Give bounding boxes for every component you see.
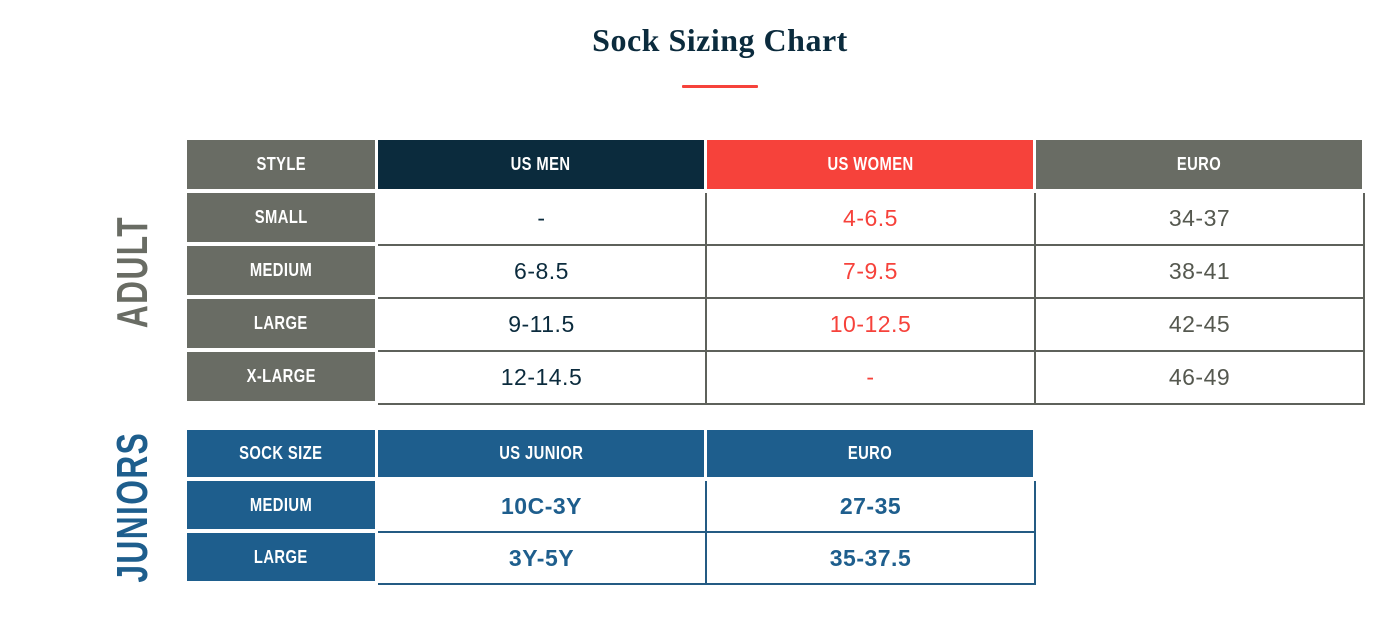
- adult-small-us-men: -: [378, 193, 707, 246]
- adult-medium-us-men: 6-8.5: [378, 246, 707, 299]
- adult-header-us-men: US MEN: [378, 140, 707, 189]
- adult-label-column: SMALL MEDIUM LARGE X-LARGE: [187, 193, 375, 405]
- juniors-large-euro: 35-37.5: [707, 533, 1036, 585]
- adult-x-large-us-women: -: [707, 352, 1036, 405]
- juniors-header-euro: EURO: [707, 430, 1036, 477]
- adult-header-style: STYLE: [187, 140, 375, 189]
- adult-large-euro: 42-45: [1036, 299, 1365, 352]
- juniors-data-grid: 10C-3Y 27-35 3Y-5Y 35-37.5: [378, 481, 1036, 585]
- adult-large-us-men: 9-11.5: [378, 299, 707, 352]
- adult-table-body: SMALL MEDIUM LARGE X-LARGE - 4-6.5 34-37…: [187, 193, 1365, 405]
- adult-header-us-women: US WOMEN: [707, 140, 1036, 189]
- adult-header-row: STYLE US MEN US WOMEN EURO: [187, 140, 1365, 189]
- title-block: Sock Sizing Chart: [50, 22, 1390, 88]
- page-title: Sock Sizing Chart: [592, 22, 848, 58]
- adult-section-label: ADULT: [108, 192, 157, 352]
- adult-row-label-x-large: X-LARGE: [187, 352, 375, 401]
- adult-header-euro: EURO: [1036, 140, 1365, 189]
- juniors-row-label-large: LARGE: [187, 533, 375, 581]
- juniors-label-column: MEDIUM LARGE: [187, 481, 375, 585]
- juniors-medium-euro: 27-35: [707, 481, 1036, 533]
- adult-large-us-women: 10-12.5: [707, 299, 1036, 352]
- juniors-header-row: SOCK SIZE US JUNIOR EURO: [187, 430, 1036, 477]
- juniors-sizing-table: SOCK SIZE US JUNIOR EURO MEDIUM LARGE 10…: [187, 430, 1036, 585]
- juniors-header-us-junior: US JUNIOR: [378, 430, 707, 477]
- juniors-large-us-junior: 3Y-5Y: [378, 533, 707, 585]
- adult-row-label-large: LARGE: [187, 299, 375, 348]
- adult-section-label-text: ADULT: [108, 215, 157, 329]
- adult-x-large-euro: 46-49: [1036, 352, 1365, 405]
- juniors-header-sock-size: SOCK SIZE: [187, 430, 375, 477]
- adult-small-euro: 34-37: [1036, 193, 1365, 246]
- adult-row-label-small: SMALL: [187, 193, 375, 242]
- adult-small-us-women: 4-6.5: [707, 193, 1036, 246]
- adult-row-label-medium: MEDIUM: [187, 246, 375, 295]
- adult-sizing-table: STYLE US MEN US WOMEN EURO SMALL MEDIUM …: [187, 140, 1365, 405]
- adult-medium-euro: 38-41: [1036, 246, 1365, 299]
- title-underline: [682, 85, 758, 88]
- adult-medium-us-women: 7-9.5: [707, 246, 1036, 299]
- adult-x-large-us-men: 12-14.5: [378, 352, 707, 405]
- juniors-section-label-text: JUNIORS: [108, 431, 157, 583]
- juniors-table-body: MEDIUM LARGE 10C-3Y 27-35 3Y-5Y 35-37.5: [187, 481, 1036, 585]
- juniors-row-label-medium: MEDIUM: [187, 481, 375, 529]
- adult-data-grid: - 4-6.5 34-37 6-8.5 7-9.5 38-41 9-11.5 1…: [378, 193, 1365, 405]
- juniors-section-label: JUNIORS: [108, 427, 157, 587]
- juniors-medium-us-junior: 10C-3Y: [378, 481, 707, 533]
